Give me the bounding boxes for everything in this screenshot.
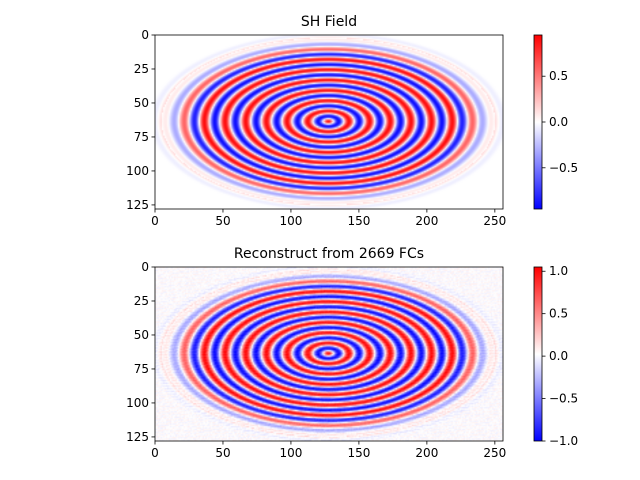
y-tick-label: 100 [126, 164, 149, 178]
y-tick-label: 75 [134, 130, 149, 144]
y-tick-label: 75 [134, 362, 149, 376]
colorbar-gradient [533, 34, 543, 210]
y-tick-label: 50 [134, 328, 149, 342]
x-tick-label: 0 [151, 446, 159, 460]
colorbar-tick-label: 0.5 [549, 69, 568, 83]
x-tick-label: 50 [215, 214, 230, 228]
y-tick-label: 25 [134, 294, 149, 308]
colorbar: −1.0 −0.5 0.0 0.5 1.0 [533, 264, 578, 448]
colorbar-tick-label: −0.5 [549, 392, 578, 406]
y-tick-label: 0 [141, 28, 149, 42]
chart-title: Reconstruct from 2669 FCs [234, 246, 424, 262]
chart-panel-1: SH Field 0 50 100 150 200 250 0 25 50 75 100 125 −0.5… [126, 14, 578, 228]
chart-title: SH Field [301, 14, 357, 30]
field-image [155, 35, 503, 209]
colorbar-tick-label: −0.5 [549, 161, 578, 175]
x-tick-label: 150 [347, 446, 370, 460]
x-tick-label: 100 [279, 446, 302, 460]
colorbar-gradient [533, 266, 543, 442]
x-tick-label: 50 [215, 446, 230, 460]
colorbar-tick-label: −1.0 [549, 434, 578, 448]
x-tick-label: 150 [347, 214, 370, 228]
y-tick-label: 100 [126, 396, 149, 410]
x-tick-label: 250 [483, 214, 506, 228]
axes-frame [154, 34, 504, 210]
colorbar: −0.5 0.0 0.5 [533, 34, 578, 210]
colorbar-tick-label: 0.0 [549, 349, 568, 363]
colorbar-tick-label: 0.0 [549, 115, 568, 129]
y-tick-label: 25 [134, 62, 149, 76]
x-tick-label: 250 [483, 446, 506, 460]
x-tick-label: 100 [279, 214, 302, 228]
x-tick-label: 200 [415, 446, 438, 460]
colorbar-tick-label: 0.5 [549, 307, 568, 321]
colorbar-tick-label: 1.0 [549, 264, 568, 278]
y-tick-label: 125 [126, 430, 149, 444]
x-tick-label: 200 [415, 214, 438, 228]
y-tick-label: 125 [126, 198, 149, 212]
y-tick-label: 0 [141, 260, 149, 274]
y-tick-label: 50 [134, 96, 149, 110]
axes-frame [154, 266, 504, 442]
x-tick-label: 0 [151, 214, 159, 228]
field-image [155, 267, 503, 441]
